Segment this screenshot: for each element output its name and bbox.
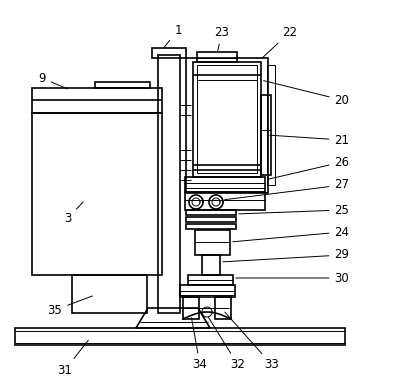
Text: 22: 22	[262, 26, 298, 58]
Bar	[186, 217, 236, 222]
Text: 20: 20	[264, 80, 349, 106]
Text: 26: 26	[268, 156, 349, 179]
Bar	[197, 65, 257, 173]
Text: 24: 24	[233, 226, 349, 242]
Text: 21: 21	[270, 134, 349, 147]
Bar	[188, 275, 233, 285]
Text: 1: 1	[164, 24, 182, 48]
Bar	[261, 95, 271, 175]
Text: 29: 29	[223, 248, 349, 262]
Bar	[183, 297, 199, 319]
Text: 3: 3	[64, 202, 83, 224]
Text: 34: 34	[191, 318, 208, 372]
Bar	[32, 88, 162, 113]
Text: 33: 33	[225, 312, 279, 372]
Bar	[15, 328, 345, 345]
Text: 35: 35	[48, 296, 92, 317]
Text: 9: 9	[38, 72, 68, 89]
Text: 23: 23	[215, 26, 230, 51]
Bar	[202, 255, 220, 275]
Bar	[185, 177, 265, 192]
Bar	[186, 210, 236, 215]
Bar	[215, 297, 231, 319]
Text: 27: 27	[225, 178, 349, 200]
Bar	[185, 192, 265, 210]
Text: 31: 31	[57, 340, 88, 377]
Bar	[95, 82, 150, 88]
Bar	[197, 52, 237, 62]
Bar	[180, 285, 235, 297]
Text: 30: 30	[236, 272, 349, 284]
Text: 32: 32	[208, 317, 246, 372]
Bar	[195, 230, 230, 255]
Bar	[158, 55, 180, 313]
Bar	[72, 275, 147, 313]
Bar	[267, 65, 275, 185]
Bar	[186, 58, 268, 193]
Bar	[193, 62, 261, 177]
Bar	[186, 224, 236, 229]
Text: 25: 25	[239, 204, 349, 216]
Bar	[152, 48, 186, 58]
Bar	[32, 113, 162, 275]
